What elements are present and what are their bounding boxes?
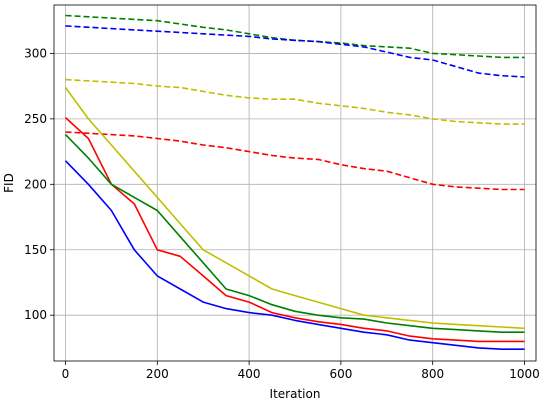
series-line-dashed-1 (65, 25, 525, 78)
series-layer (64, 14, 525, 351)
grid-layer (54, 5, 536, 361)
x-tick-label: 600 (329, 367, 352, 381)
y-tick-label: 300 (24, 46, 47, 60)
x-tick-label: 800 (421, 367, 444, 381)
y-axis-title: FID (2, 173, 16, 193)
series-line-solid-4 (64, 87, 525, 330)
x-tick-label: 200 (146, 367, 169, 381)
series-line-solid-5 (64, 117, 525, 343)
x-tick-label: 1000 (509, 367, 540, 381)
series-line-dashed-2 (65, 78, 525, 125)
x-tick-label: 400 (238, 367, 261, 381)
series-line-dashed-3 (65, 131, 525, 191)
tick-layer: 0 200 400 600 800 1000 100 150 200 250 300 (24, 46, 540, 381)
series-line-solid-6 (64, 134, 525, 334)
y-tick-label: 250 (24, 112, 47, 126)
y-tick-label: 150 (24, 243, 47, 257)
series-line-solid-7 (64, 160, 525, 351)
y-tick-label: 200 (24, 177, 47, 191)
y-tick-label: 100 (24, 308, 47, 322)
x-axis-title: Iteration (270, 387, 321, 401)
plot-frame (53, 4, 537, 362)
x-tick-label: 0 (62, 367, 70, 381)
series-line-dashed-0 (65, 14, 525, 59)
